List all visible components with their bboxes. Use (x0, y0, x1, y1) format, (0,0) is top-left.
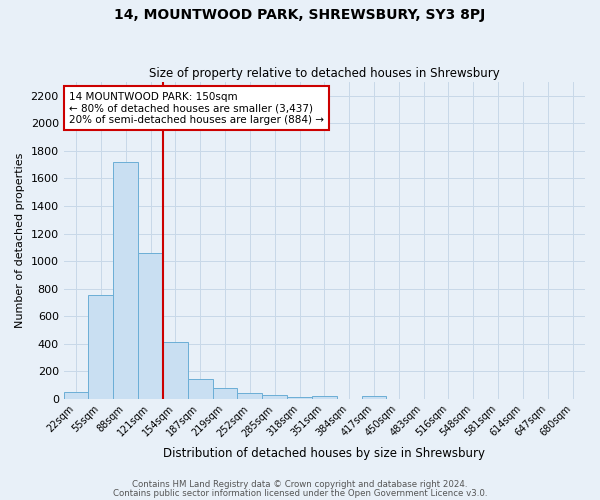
Bar (312, 396, 337, 399)
Bar (212, 388, 238, 399)
Bar (163, 342, 188, 399)
Bar (64, 392, 88, 399)
Text: 14, MOUNTWOOD PARK, SHREWSBURY, SY3 8PJ: 14, MOUNTWOOD PARK, SHREWSBURY, SY3 8PJ (115, 8, 485, 22)
Text: 14 MOUNTWOOD PARK: 150sqm
← 80% of detached houses are smaller (3,437)
20% of se: 14 MOUNTWOOD PARK: 150sqm ← 80% of detac… (69, 92, 324, 125)
Bar (262, 396, 287, 399)
Title: Size of property relative to detached houses in Shrewsbury: Size of property relative to detached ho… (149, 66, 500, 80)
Bar (238, 394, 262, 399)
Text: Contains HM Land Registry data © Crown copyright and database right 2024.: Contains HM Land Registry data © Crown c… (132, 480, 468, 489)
Text: Contains public sector information licensed under the Open Government Licence v3: Contains public sector information licen… (113, 488, 487, 498)
Bar (88, 295, 113, 399)
Bar (287, 396, 312, 399)
Bar (113, 162, 138, 399)
Bar (138, 253, 163, 399)
Bar (362, 396, 386, 399)
X-axis label: Distribution of detached houses by size in Shrewsbury: Distribution of detached houses by size … (163, 447, 485, 460)
Y-axis label: Number of detached properties: Number of detached properties (15, 152, 25, 328)
Bar (188, 379, 212, 399)
